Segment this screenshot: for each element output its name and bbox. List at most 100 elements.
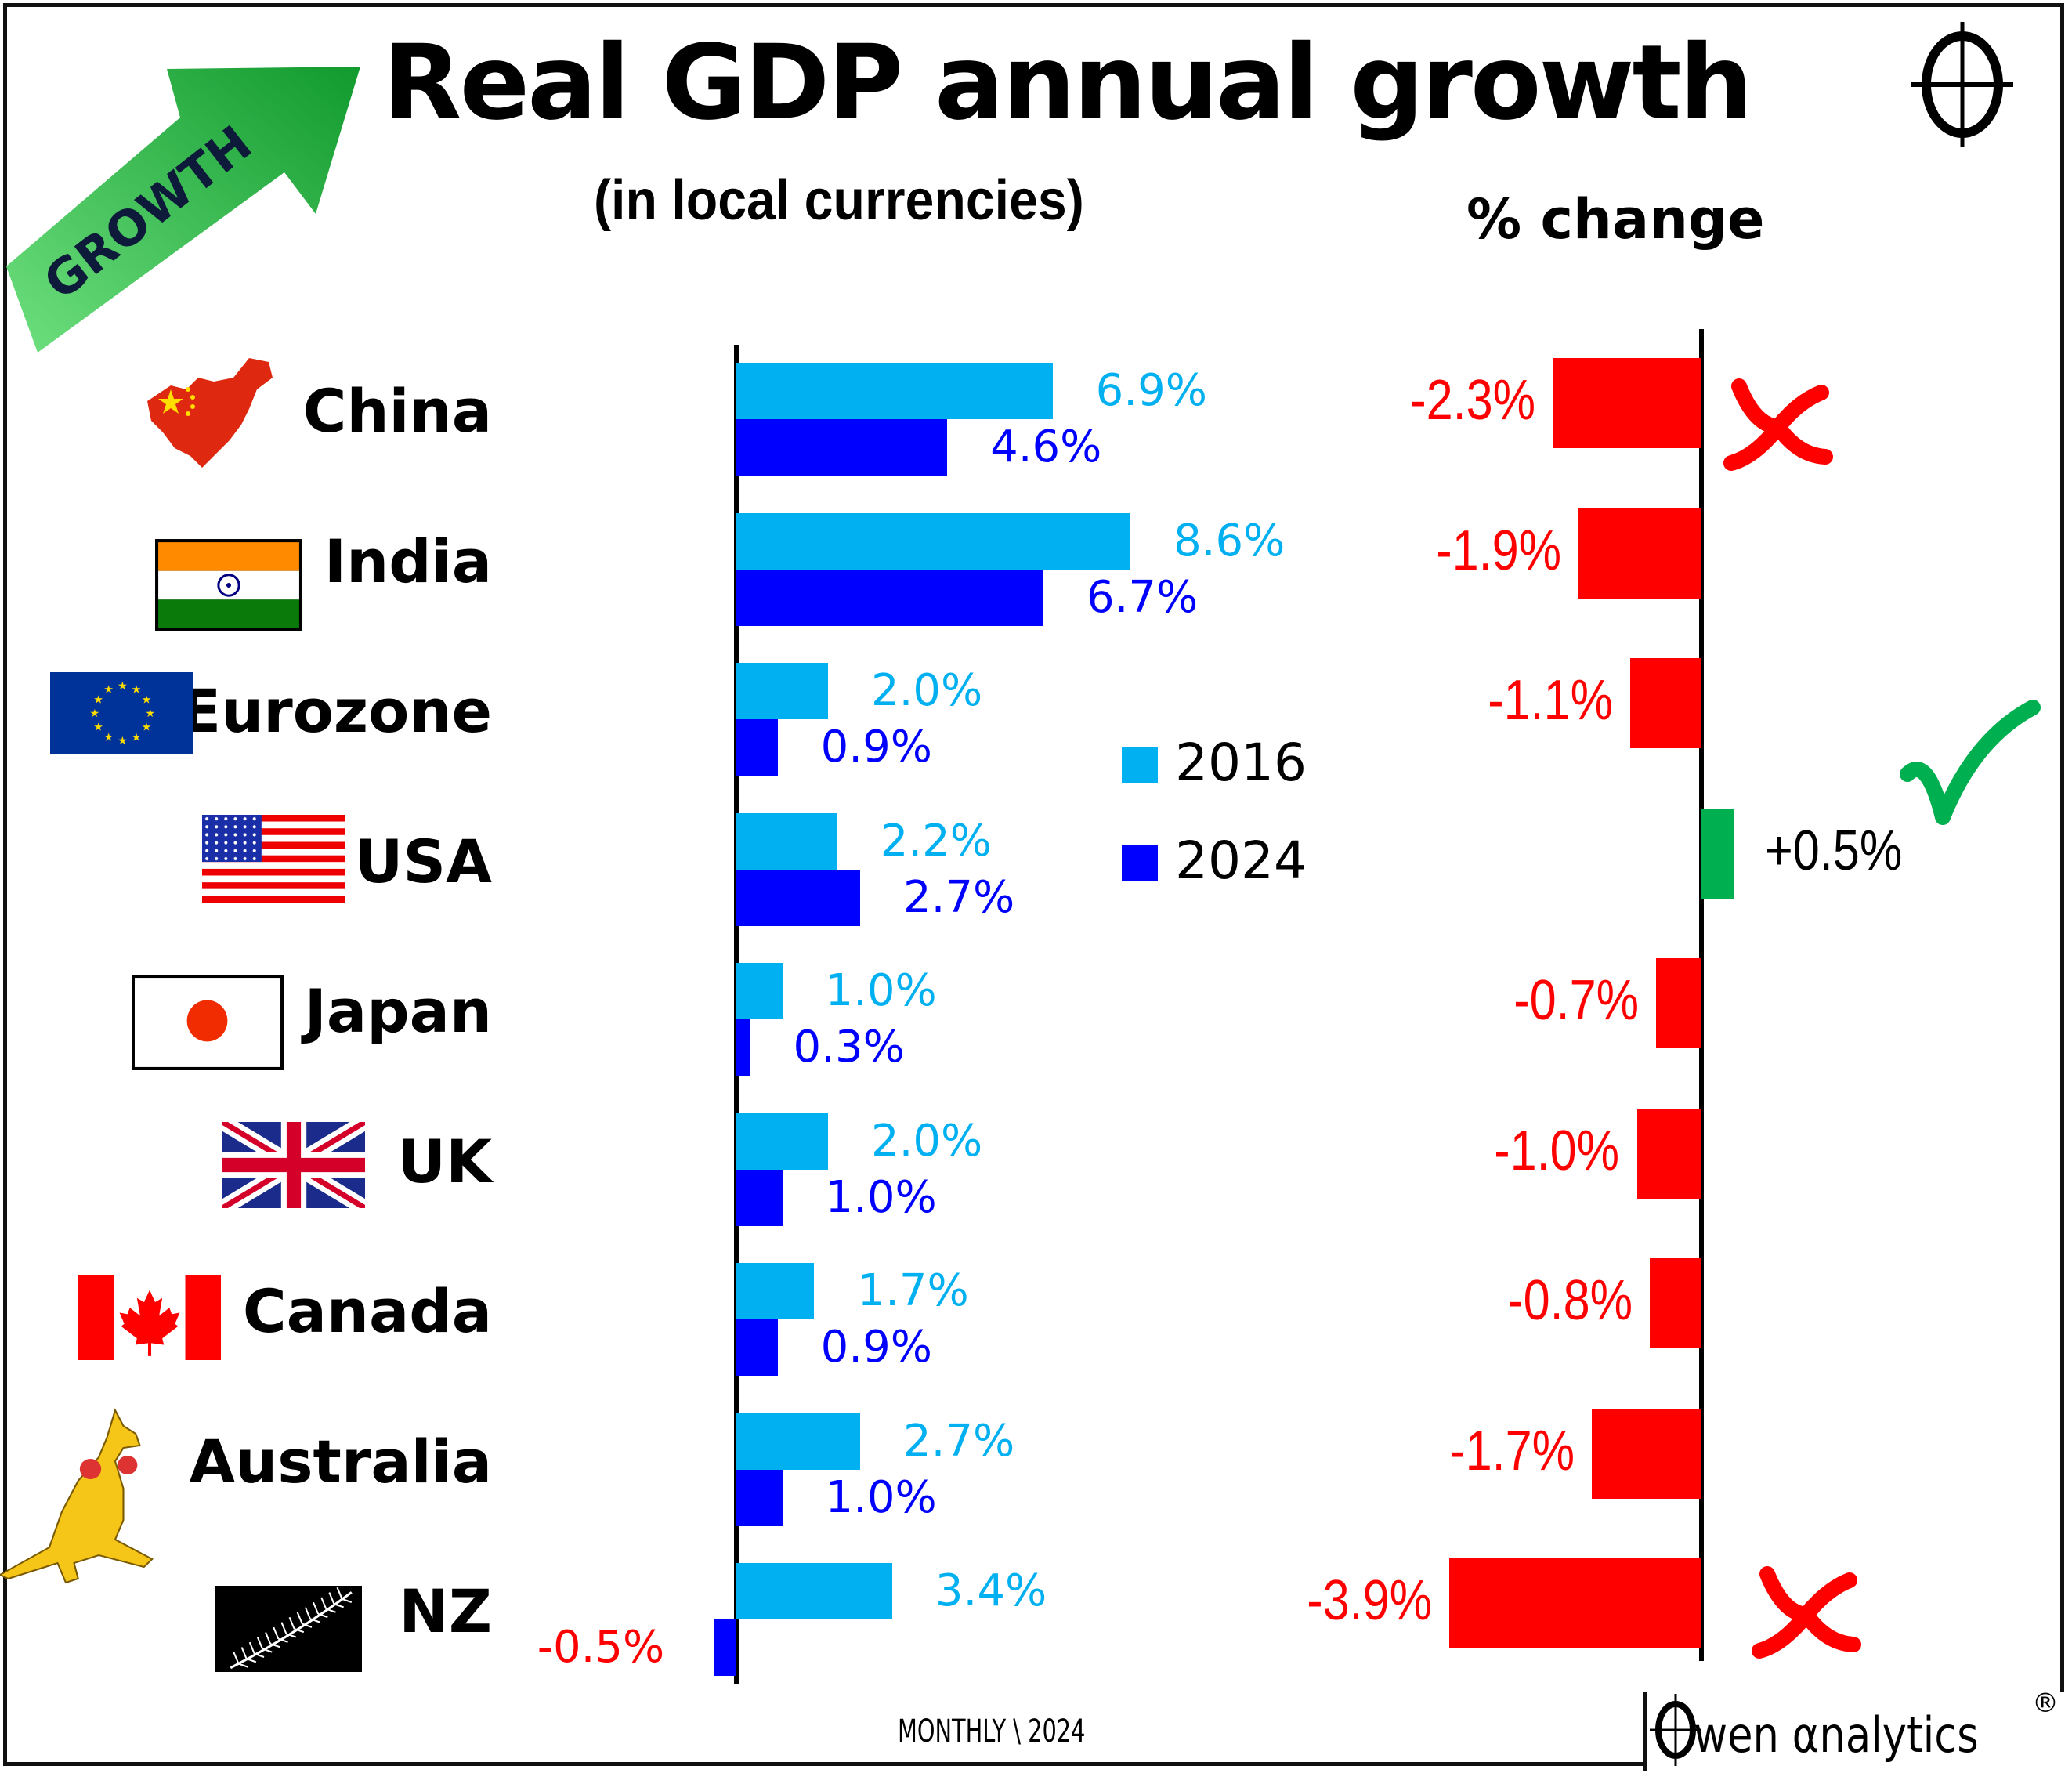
bar-2016 xyxy=(736,1563,892,1619)
eu-flag-icon: ★ ★★★★★★★★★★★ xyxy=(50,672,193,754)
india-flag-icon xyxy=(155,539,302,631)
change-bar xyxy=(1578,508,1701,599)
svg-text:★: ★ xyxy=(103,730,114,743)
change-axis-line xyxy=(1699,329,1704,1661)
bar-2016 xyxy=(736,963,783,1019)
canada-flag-icon xyxy=(78,1275,221,1360)
change-bar xyxy=(1636,1108,1701,1199)
country-label: Australia xyxy=(189,1426,492,1496)
change-label: -2.3% xyxy=(1410,369,1536,432)
bar-label-2024: -0.5% xyxy=(537,1622,665,1673)
bar-2024 xyxy=(736,1469,783,1526)
bar-2016 xyxy=(736,812,837,870)
change-label: -1.0% xyxy=(1494,1119,1620,1182)
bar-label-2024: 1.0% xyxy=(825,1171,937,1223)
legend-label-2016: 2016 xyxy=(1175,733,1307,793)
red-cross-icon xyxy=(1723,378,1833,471)
bar-2016 xyxy=(736,1263,815,1319)
bar-label-2016: 8.6% xyxy=(1173,515,1286,566)
bar-2024 xyxy=(736,1019,750,1076)
bar-label-2016: 3.4% xyxy=(935,1565,1047,1616)
bar-label-2016: 2.2% xyxy=(880,815,992,867)
country-label: India xyxy=(324,526,492,596)
change-bar xyxy=(1553,358,1701,448)
bar-label-2024: 6.7% xyxy=(1086,571,1199,623)
bar-2024 xyxy=(736,1319,778,1376)
legend-swatch-2024 xyxy=(1122,845,1158,881)
brand-crosshair-icon xyxy=(1650,1694,1701,1766)
bar-2024 xyxy=(736,869,860,926)
bar-2024 xyxy=(736,1169,783,1226)
red-cross-icon xyxy=(1752,1566,1861,1659)
bar-2024 xyxy=(713,1619,736,1676)
bar-2016 xyxy=(736,1113,828,1170)
usa-flag-icon xyxy=(202,815,345,903)
svg-text:★: ★ xyxy=(132,683,142,696)
bar-label-2016: 6.9% xyxy=(1095,365,1207,416)
svg-text:★: ★ xyxy=(118,734,128,747)
change-label: -1.1% xyxy=(1488,669,1614,732)
chart-subtitle: (in local currencies) xyxy=(594,169,1084,232)
bar-2016 xyxy=(736,1413,860,1470)
change-bar xyxy=(1650,1258,1701,1348)
bar-label-2024: 1.0% xyxy=(825,1471,937,1523)
change-bar xyxy=(1591,1408,1701,1499)
svg-text:★: ★ xyxy=(103,683,114,696)
japan-flag-icon xyxy=(132,975,284,1070)
change-heading: % change xyxy=(1466,187,1765,251)
bar-label-2024: 2.7% xyxy=(902,871,1015,923)
bar-label-2016: 2.0% xyxy=(871,665,983,716)
country-label: UK xyxy=(397,1126,492,1196)
bar-label-2016: 1.0% xyxy=(825,965,937,1016)
bar-2016 xyxy=(736,512,1131,570)
country-label: NZ xyxy=(399,1576,492,1646)
uk-flag-icon xyxy=(222,1122,365,1208)
change-bar xyxy=(1701,808,1734,899)
svg-text:★: ★ xyxy=(118,679,128,692)
legend-swatch-2016 xyxy=(1122,747,1158,783)
change-label: -1.7% xyxy=(1448,1419,1575,1482)
change-bar xyxy=(1449,1558,1701,1648)
country-label: Japan xyxy=(304,976,492,1046)
country-label: Eurozone xyxy=(180,676,492,746)
nz-fern-flag-icon xyxy=(215,1586,362,1672)
bar-2016 xyxy=(736,663,828,719)
growth-arrow-icon: GROWTH xyxy=(6,67,360,353)
bar-2016 xyxy=(736,363,1053,419)
change-bar xyxy=(1656,958,1701,1048)
bar-label-2024: 4.6% xyxy=(990,422,1102,472)
bar-2024 xyxy=(736,569,1043,626)
bar-label-2016: 2.7% xyxy=(902,1415,1015,1467)
country-label: China xyxy=(302,376,492,446)
bar-2024 xyxy=(736,719,778,776)
change-label: -0.8% xyxy=(1507,1269,1633,1332)
change-label: -1.9% xyxy=(1436,519,1562,582)
brand-name: wen αnalytics xyxy=(1694,1706,1979,1764)
svg-text:★: ★ xyxy=(145,707,155,719)
change-label: -0.7% xyxy=(1513,969,1640,1032)
country-label: USA xyxy=(354,826,492,896)
change-label: +0.5% xyxy=(1765,819,1903,882)
country-label: Canada xyxy=(242,1276,492,1346)
svg-text:★: ★ xyxy=(93,721,103,733)
chart-title: Real GDP annual growth xyxy=(382,23,1753,143)
bar-label-2024: 0.9% xyxy=(820,1322,932,1373)
china-map-icon xyxy=(147,358,273,468)
svg-text:★: ★ xyxy=(90,707,100,719)
svg-text:★: ★ xyxy=(132,730,142,743)
crosshair-icon xyxy=(1911,22,2013,147)
change-label: -3.9% xyxy=(1307,1569,1433,1632)
chart-frame xyxy=(3,3,2064,1766)
brand-logo: wen αnalytics ® xyxy=(1643,1688,2070,1771)
green-check-icon xyxy=(1900,699,2041,825)
kangaroo-icon xyxy=(0,1408,154,1584)
bar-2024 xyxy=(736,419,948,476)
svg-text:★: ★ xyxy=(142,693,152,706)
legend-label-2024: 2024 xyxy=(1175,830,1307,891)
svg-text:★: ★ xyxy=(142,721,152,733)
bar-label-2016: 2.0% xyxy=(871,1115,983,1167)
registered-mark: ® xyxy=(2032,1688,2059,1719)
bar-label-2024: 0.3% xyxy=(793,1022,905,1073)
footer-monthly: MONTHLY \ 2024 xyxy=(898,1713,1086,1749)
bar-label-2016: 1.7% xyxy=(857,1265,969,1316)
